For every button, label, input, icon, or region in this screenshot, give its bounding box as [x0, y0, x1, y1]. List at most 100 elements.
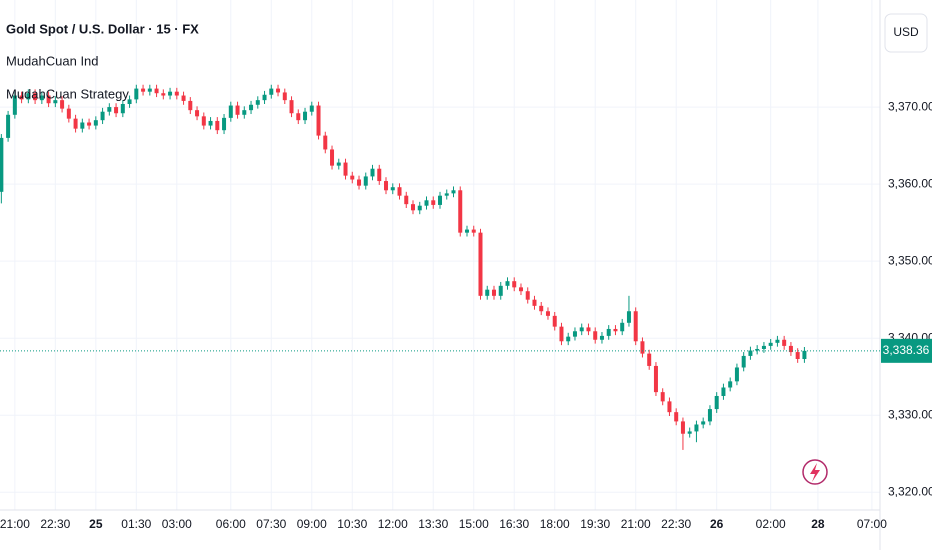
candle-body	[120, 104, 125, 114]
candle-body	[586, 327, 591, 332]
candle-body	[181, 95, 186, 101]
candle-body	[782, 339, 787, 346]
candle-body	[262, 94, 267, 101]
x-tick-label: 22:30	[661, 517, 691, 531]
indicator-name: MudahCuan Strategy	[6, 86, 129, 101]
candle-body	[208, 120, 213, 126]
candles	[0, 84, 807, 450]
candle-body	[599, 335, 604, 340]
candle-body	[242, 110, 247, 115]
x-tick-label: 02:00	[756, 517, 786, 531]
candle-body	[73, 118, 78, 129]
candle-body	[417, 205, 422, 211]
candle-body	[154, 88, 159, 94]
x-tick-label: 26	[710, 517, 724, 531]
candle-body	[201, 116, 206, 126]
candle-body	[633, 311, 638, 342]
candle-body	[748, 350, 753, 356]
candle-body	[768, 342, 773, 346]
x-tick-label: 15:00	[459, 517, 489, 531]
candle-body	[303, 111, 308, 121]
candle-body	[100, 111, 105, 121]
x-tick-label: 07:30	[256, 517, 286, 531]
candle-body	[687, 431, 692, 434]
candle-body	[653, 365, 658, 393]
candle-body	[370, 168, 375, 177]
candle-body	[485, 289, 490, 296]
candle-body	[707, 409, 712, 422]
candle-body	[552, 315, 557, 327]
candle-body	[350, 175, 355, 180]
candle-body	[397, 187, 402, 196]
candle-body	[694, 424, 699, 432]
candle-body	[134, 88, 139, 100]
candle-body	[431, 200, 436, 205]
candle-body	[761, 345, 766, 349]
candle-body	[620, 322, 625, 332]
candle-body	[0, 137, 4, 192]
candle-body	[721, 387, 726, 396]
candle-body	[12, 95, 17, 115]
x-tick-label: 22:30	[40, 517, 70, 531]
y-tick-label: 3,320.00	[888, 484, 932, 498]
candle-body	[647, 353, 652, 366]
candle-body	[788, 345, 793, 353]
candle-body	[46, 95, 51, 104]
candle-body	[802, 350, 807, 360]
candle-body	[545, 311, 550, 316]
candle-body	[674, 412, 679, 422]
currency-button[interactable]	[884, 13, 928, 53]
candle-body	[613, 328, 618, 332]
candle-body	[404, 195, 409, 205]
candle-body	[343, 162, 348, 176]
candle-body	[701, 421, 706, 425]
candle-body	[6, 114, 11, 138]
candle-body	[680, 421, 685, 434]
candle-body	[316, 105, 321, 136]
x-tick-label: 03:00	[162, 517, 192, 531]
candle-body	[357, 179, 362, 186]
candle-body	[390, 187, 395, 191]
x-tick-label: 18:00	[540, 517, 570, 531]
candle-body	[593, 331, 598, 340]
x-tick-label: 28	[811, 517, 825, 531]
candle-body	[309, 105, 314, 112]
candle-body	[755, 348, 760, 351]
candle-body	[147, 88, 152, 92]
candle-body	[289, 100, 294, 114]
candle-body	[255, 100, 260, 105]
currency-label[interactable]: USD	[893, 25, 919, 39]
candle-body	[296, 113, 301, 121]
candle-body	[80, 122, 85, 129]
candle-body	[505, 281, 510, 286]
candle-body	[87, 122, 92, 126]
candle-body	[512, 281, 517, 288]
candle-body	[168, 91, 173, 96]
candle-body	[559, 326, 564, 342]
candle-body	[411, 204, 416, 211]
candle-body	[19, 95, 24, 100]
x-tick-label: 25	[89, 517, 103, 531]
x-tick-label: 21:00	[621, 517, 651, 531]
candle-body	[438, 195, 442, 205]
candle-body	[458, 190, 463, 233]
candle-body	[60, 100, 65, 109]
candle-body	[464, 229, 469, 233]
y-tick-label: 3,330.00	[888, 407, 932, 421]
candle-body	[451, 190, 456, 194]
axes: 3,320.003,330.003,340.003,350.003,360.00…	[0, 99, 932, 531]
candle-body	[384, 181, 389, 191]
candle-body	[626, 311, 631, 323]
y-tick-label: 3,370.00	[888, 99, 932, 113]
candle-body	[491, 289, 496, 296]
last-price-badge	[881, 338, 932, 363]
candle-body	[660, 392, 665, 402]
candle-body	[249, 104, 254, 111]
candle-body	[276, 88, 281, 93]
candle-body	[93, 120, 98, 126]
lightning-icon[interactable]	[802, 459, 828, 485]
x-tick-label: 06:00	[216, 517, 246, 531]
x-tick-label: 13:30	[418, 517, 448, 531]
